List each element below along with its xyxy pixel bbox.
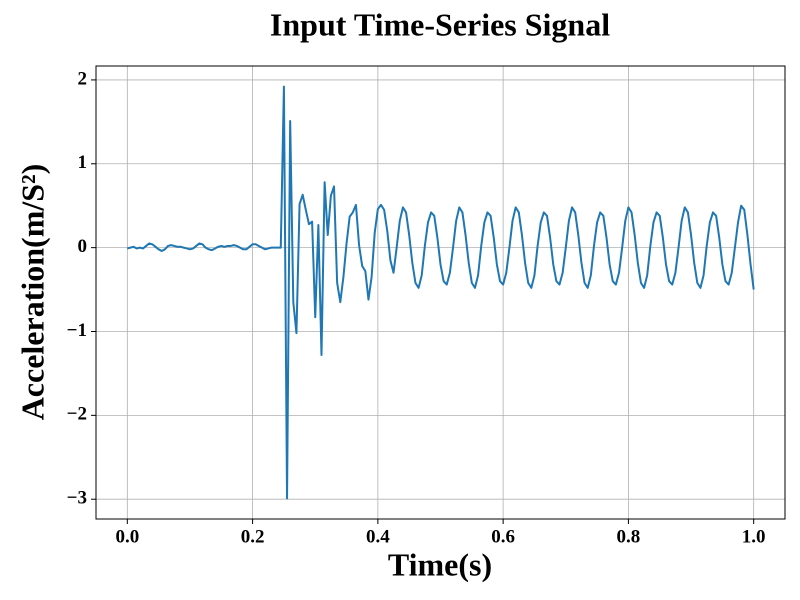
- y-tick-label: −3: [67, 488, 87, 509]
- signal-line: [127, 85, 755, 500]
- y-axis-label: Acceleration(m/S²): [14, 164, 50, 421]
- y-tick-label: −1: [67, 320, 87, 341]
- x-tick-label: 0.8: [617, 526, 641, 547]
- axes-frame: [95, 65, 786, 520]
- y-tick-label: −2: [67, 404, 87, 425]
- x-tick-label: 0.6: [491, 526, 515, 547]
- x-axis-label: Time(s): [388, 546, 492, 582]
- x-tick-label: 0.2: [241, 526, 265, 547]
- x-tick-label: 0.4: [366, 526, 390, 547]
- x-tick-label: 0.0: [115, 526, 139, 547]
- y-tick-label: 0: [78, 236, 88, 257]
- x-tick-label: 1.0: [742, 526, 766, 547]
- chart-title: Input Time-Series Signal: [270, 6, 610, 42]
- y-tick-label: 1: [78, 152, 88, 173]
- y-tick-label: 2: [78, 68, 88, 89]
